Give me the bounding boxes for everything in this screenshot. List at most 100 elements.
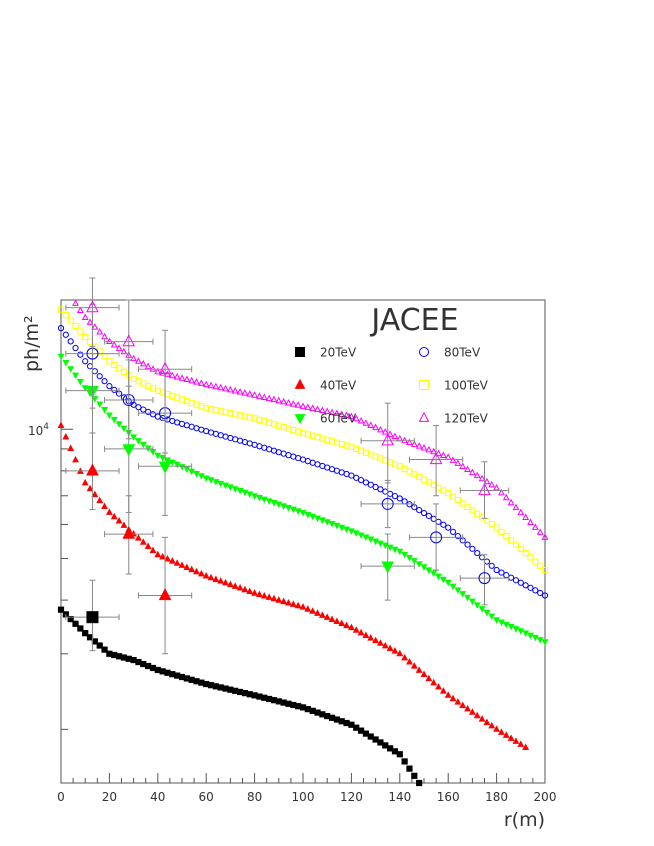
curve-point bbox=[435, 573, 442, 581]
curve-point bbox=[459, 462, 467, 469]
curve-markers bbox=[57, 299, 549, 787]
curve-point bbox=[193, 470, 200, 478]
legend-entry-80TeV: 80TeV bbox=[419, 346, 481, 360]
curve-point bbox=[222, 482, 229, 490]
legend-marker bbox=[295, 347, 305, 357]
curve-point bbox=[449, 528, 457, 535]
curve-point bbox=[512, 626, 520, 633]
measurement-point bbox=[122, 526, 136, 539]
measurement-point bbox=[381, 561, 395, 574]
legend-marker bbox=[418, 411, 430, 422]
curve-point bbox=[507, 734, 515, 741]
curve-point bbox=[149, 411, 157, 418]
curve-point bbox=[81, 313, 89, 321]
x-tick-label: 160 bbox=[437, 790, 460, 804]
curve-point bbox=[527, 632, 534, 640]
curve-point bbox=[454, 533, 461, 540]
curve-point bbox=[226, 580, 234, 588]
curve-point bbox=[280, 597, 288, 605]
curve-point bbox=[367, 421, 375, 428]
curve-point bbox=[488, 480, 496, 488]
curve-point bbox=[280, 397, 288, 405]
curve-point bbox=[372, 483, 379, 491]
curve-point bbox=[362, 479, 370, 486]
curve-point bbox=[396, 751, 403, 758]
curve-point bbox=[72, 344, 79, 352]
curve-point bbox=[328, 615, 336, 622]
curve-point bbox=[532, 587, 539, 594]
curve-point bbox=[67, 338, 74, 345]
curve-point bbox=[82, 333, 89, 341]
curve-point bbox=[449, 694, 457, 702]
curve-point bbox=[72, 299, 79, 306]
legend-entry-120TeV: 120TeV bbox=[418, 411, 489, 426]
measurement-40TeV bbox=[65, 432, 120, 511]
curve-point bbox=[507, 498, 515, 506]
curve-point bbox=[381, 641, 389, 649]
curve-point bbox=[72, 455, 79, 463]
curve-point bbox=[72, 620, 79, 627]
curve-point bbox=[386, 544, 394, 552]
curve-point bbox=[96, 327, 104, 335]
curve-point bbox=[357, 532, 365, 539]
curve-point bbox=[67, 615, 74, 623]
curve-point bbox=[231, 386, 239, 394]
curve-point bbox=[314, 405, 321, 412]
curve-point bbox=[459, 701, 467, 709]
curve-point bbox=[416, 507, 423, 514]
measurement-points bbox=[65, 277, 510, 655]
curve-point bbox=[67, 366, 75, 373]
curve-point bbox=[280, 503, 288, 510]
curve-point bbox=[323, 519, 331, 526]
x-axis-label: r(m) bbox=[504, 809, 545, 831]
curve-point bbox=[149, 546, 157, 554]
curve-point bbox=[164, 370, 171, 377]
curve-point bbox=[541, 639, 549, 646]
curve-point bbox=[57, 606, 65, 613]
curve-point bbox=[537, 589, 544, 597]
curve-point bbox=[502, 493, 510, 501]
curve-point bbox=[445, 524, 452, 531]
legend-marker bbox=[419, 380, 429, 390]
curve-point bbox=[110, 340, 118, 348]
curve-point bbox=[135, 404, 142, 411]
curve-point bbox=[541, 533, 549, 540]
curve-point bbox=[532, 558, 539, 565]
curve-point bbox=[362, 419, 370, 426]
curve-point bbox=[420, 509, 428, 517]
curve-point bbox=[270, 594, 278, 602]
curve-point bbox=[188, 376, 196, 384]
curve-point bbox=[82, 358, 89, 365]
curve-point bbox=[265, 593, 273, 600]
curve-point bbox=[120, 425, 128, 433]
curve-point bbox=[130, 354, 138, 362]
measurement-point bbox=[478, 483, 491, 496]
curve-point bbox=[522, 743, 530, 750]
curve-point bbox=[512, 503, 520, 511]
curve-point bbox=[498, 528, 505, 535]
curve-point bbox=[91, 396, 99, 403]
curve-point bbox=[507, 623, 515, 631]
curve-point bbox=[348, 472, 355, 479]
curve-point bbox=[512, 737, 520, 744]
curve-point bbox=[77, 328, 84, 335]
y-axis-label: ph/m² bbox=[21, 315, 43, 372]
curve-point bbox=[353, 474, 360, 481]
curve-point bbox=[464, 704, 471, 712]
curve-point bbox=[197, 473, 205, 480]
curve-point bbox=[110, 512, 118, 520]
measurement-120TeV bbox=[360, 402, 415, 484]
curve-point bbox=[120, 368, 128, 375]
curve-point bbox=[377, 540, 384, 548]
curve-point bbox=[488, 721, 496, 729]
curve-point bbox=[333, 522, 341, 530]
legend-label: 120TeV bbox=[444, 412, 489, 426]
curve-point bbox=[62, 432, 70, 440]
curve-point bbox=[144, 362, 152, 370]
curve-point bbox=[173, 372, 181, 380]
measurement-point bbox=[122, 334, 136, 347]
curve-point bbox=[101, 646, 108, 653]
curve-point bbox=[111, 361, 118, 368]
x-tick-label: 180 bbox=[485, 790, 508, 804]
